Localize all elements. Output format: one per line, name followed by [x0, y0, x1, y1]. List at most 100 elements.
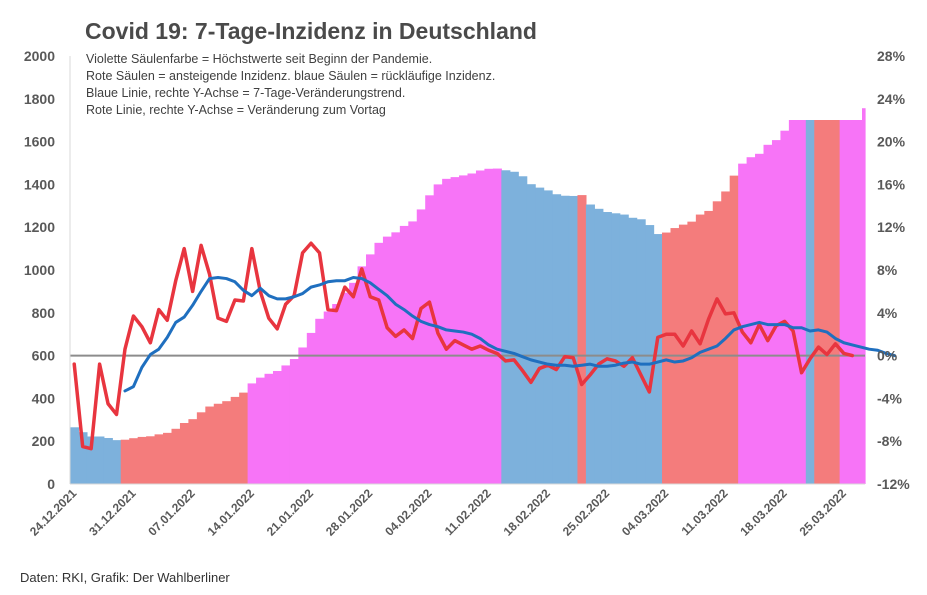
daily-change-line	[72, 241, 855, 451]
bar-record	[416, 209, 426, 484]
bar-rising	[179, 423, 190, 484]
bar-record	[408, 221, 418, 485]
bar-rising	[146, 436, 156, 484]
bar-record	[264, 373, 274, 484]
bar-record	[281, 365, 291, 484]
bar-rising	[120, 439, 130, 484]
bar-rising	[678, 224, 688, 484]
bar-record	[848, 108, 858, 484]
bar-record	[780, 130, 790, 484]
bar-falling	[103, 437, 113, 484]
bar-record	[298, 347, 308, 484]
y2-tick-label: 20%	[877, 134, 906, 150]
bar-rising	[822, 113, 832, 484]
y2-tick-label: 24%	[877, 91, 906, 107]
y-tick-label: 1000	[24, 262, 55, 278]
line-group	[72, 241, 897, 451]
bar-rising	[577, 195, 587, 484]
bar-rising	[712, 201, 722, 484]
bar-rising	[188, 419, 198, 484]
bar-record	[357, 266, 367, 484]
bar-rising	[129, 438, 139, 484]
bar-falling	[70, 427, 80, 484]
bar-record	[247, 383, 257, 484]
bar-record	[459, 175, 469, 484]
bar-record	[272, 371, 283, 484]
bar-falling	[653, 234, 663, 484]
y-tick-label: 1800	[24, 91, 55, 107]
y-tick-label: 1400	[24, 176, 55, 192]
bar-record	[349, 282, 359, 484]
bar-record	[332, 304, 342, 484]
y-tick-label: 1600	[24, 134, 55, 150]
bar-falling	[78, 432, 88, 484]
annotation-line: Blaue Linie, rechte Y-Achse = 7-Tage-Ver…	[86, 86, 405, 100]
bar-rising	[831, 112, 841, 485]
bar-falling	[805, 117, 815, 484]
bar-record	[738, 163, 748, 484]
bar-record	[467, 173, 477, 485]
bar-falling	[594, 208, 604, 485]
bar-falling	[645, 225, 655, 484]
y-tick-label: 600	[32, 348, 56, 364]
bar-falling	[611, 213, 621, 485]
bar-rising	[695, 214, 705, 484]
chart-title: Covid 19: 7-Tage-Inzidenz in Deutschland	[85, 18, 537, 44]
trend-line	[123, 275, 897, 393]
annotation-line: Rote Säulen = ansteigende Inzidenz. blau…	[86, 69, 495, 83]
bar-falling	[86, 436, 96, 484]
bar-record	[771, 140, 782, 484]
bar-rising	[154, 434, 164, 484]
bar-rising	[137, 436, 147, 484]
bar-falling	[602, 212, 612, 484]
y2-tick-label: -8%	[877, 433, 902, 449]
bar-record	[856, 108, 866, 484]
bar-record	[256, 377, 266, 484]
y2-tick-label: 0%	[877, 348, 898, 364]
y-tick-label: 200	[32, 433, 56, 449]
bar-falling	[628, 217, 638, 484]
bar-falling	[552, 194, 562, 485]
bar-rising	[230, 396, 240, 484]
bar-rising	[687, 221, 697, 484]
bar-falling	[568, 195, 579, 484]
bar-record	[366, 254, 376, 484]
bar-record	[382, 236, 392, 484]
bar-rising	[239, 392, 249, 484]
bar-record	[492, 168, 502, 484]
y2-tick-label: 8%	[877, 262, 898, 278]
bar-falling	[518, 176, 528, 484]
bar-record	[484, 168, 494, 484]
bar-record	[763, 144, 773, 484]
y-tick-label: 400	[32, 390, 56, 406]
bar-falling	[95, 436, 105, 484]
y2-tick-label: 12%	[877, 219, 906, 235]
bar-record	[797, 112, 807, 485]
bar-record	[306, 332, 316, 484]
y-tick-label: 0	[47, 476, 55, 492]
bar-falling	[636, 219, 646, 484]
bar-record	[475, 170, 486, 485]
y2-tick-label: 28%	[877, 48, 906, 64]
bar-rising	[196, 412, 206, 484]
bar-falling	[619, 214, 629, 484]
bar-rising	[222, 401, 232, 484]
annotation-box	[74, 48, 862, 120]
bar-record	[374, 242, 384, 484]
y-tick-label: 2000	[24, 48, 55, 64]
bar-falling	[509, 171, 519, 484]
bar-falling	[501, 170, 511, 484]
bar-record	[289, 359, 299, 484]
y2-tick-label: -12%	[877, 476, 910, 492]
bar-record	[788, 118, 798, 485]
bar-falling	[535, 187, 545, 485]
bar-record	[323, 311, 333, 484]
bar-falling	[560, 195, 570, 485]
annotation-line: Rote Linie, rechte Y-Achse = Veränderung…	[86, 103, 386, 117]
y2-tick-label: 16%	[877, 176, 906, 192]
bar-record	[340, 292, 350, 484]
bar-record	[755, 153, 765, 485]
bar-record	[391, 232, 401, 484]
